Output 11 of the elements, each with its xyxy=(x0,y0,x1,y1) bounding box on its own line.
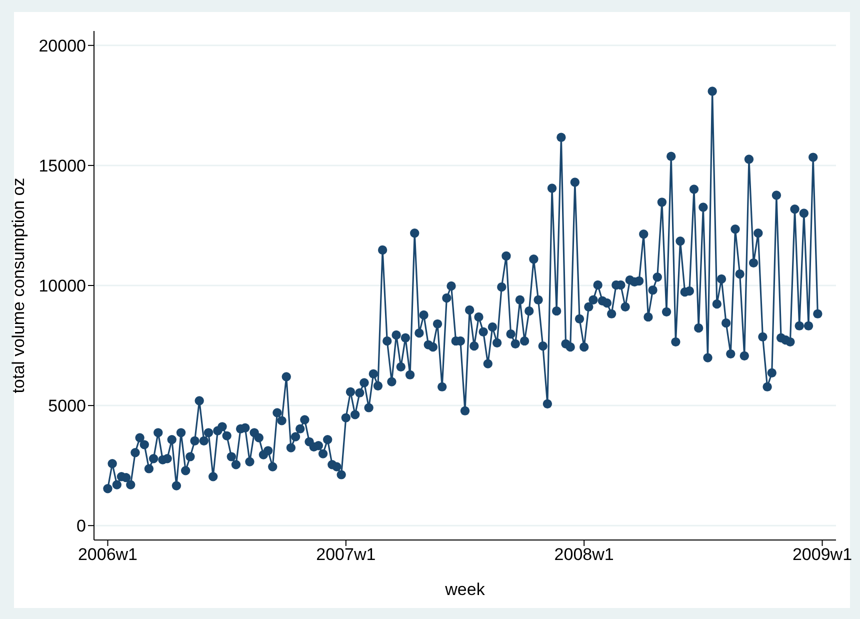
y-tick-label: 15000 xyxy=(38,156,86,176)
y-tick-label: 0 xyxy=(76,516,86,536)
y-tick-label: 20000 xyxy=(38,36,86,56)
x-tick-label: 2007w1 xyxy=(316,545,376,564)
x-tick-label: 2008w1 xyxy=(554,545,614,564)
x-axis-title: week xyxy=(444,580,486,599)
x-tick-label: 2009w1 xyxy=(792,545,852,564)
y-tick-label: 5000 xyxy=(48,396,86,416)
y-tick-label: 10000 xyxy=(38,276,86,296)
x-tick-label: 2006w1 xyxy=(78,545,138,564)
y-axis-title: total volume consumption oz xyxy=(9,178,28,394)
